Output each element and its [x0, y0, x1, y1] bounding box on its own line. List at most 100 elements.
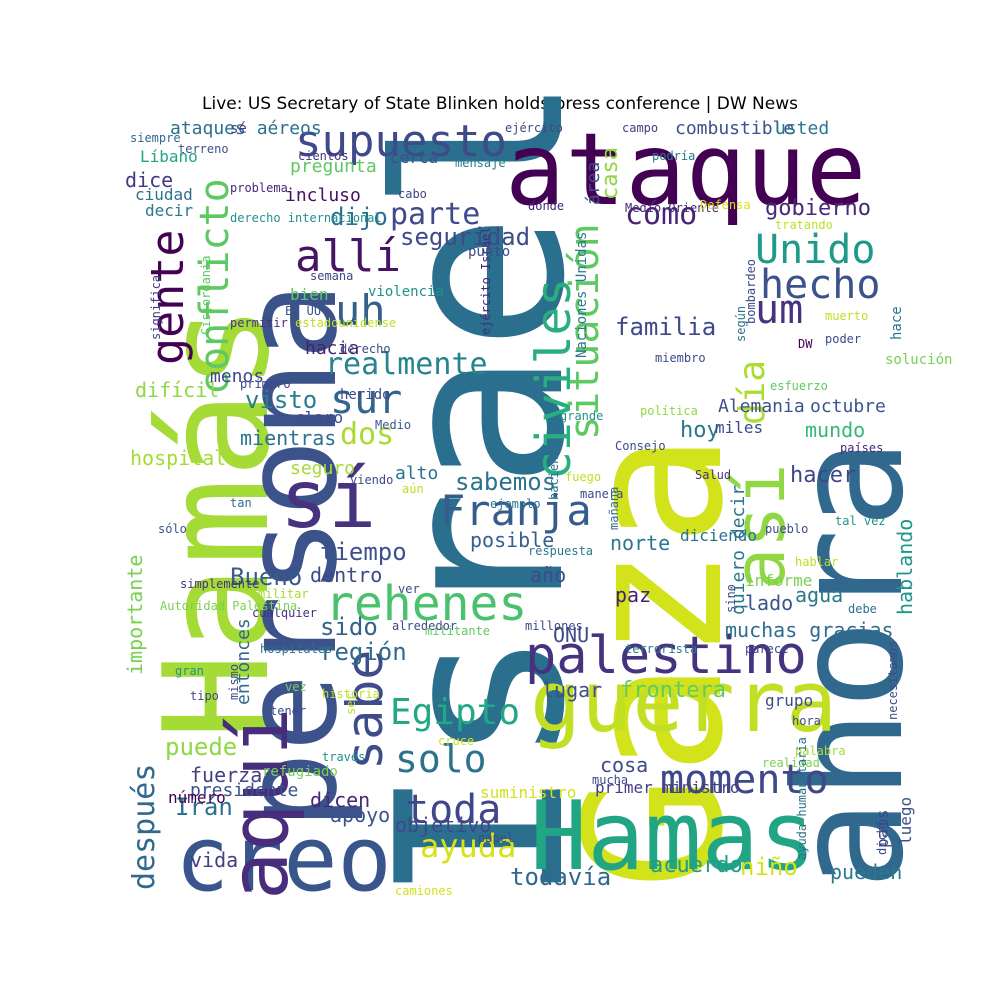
word-pueden: pueden	[830, 860, 903, 884]
word-realmente: realmente	[325, 347, 488, 382]
word-libano: Líbano	[140, 147, 198, 166]
chart-title: Live: US Secretary of State Blinken hold…	[202, 94, 798, 114]
word-ser: ser	[344, 693, 358, 715]
word-medio-oriente: Medio Oriente	[625, 201, 719, 215]
word-sido: sido	[320, 613, 378, 641]
word-aun: aún	[402, 482, 424, 496]
word-papel: papel	[478, 831, 515, 845]
word-dos: dos	[340, 417, 395, 452]
word-tiempo: tiempo	[320, 538, 407, 566]
word-diciendo: diciendo	[680, 526, 758, 545]
word-necesitamos: necesitamos	[886, 640, 900, 720]
word-momento: momento	[660, 757, 829, 803]
word-guerra: guerra	[530, 653, 838, 752]
word-solo: sólo	[158, 522, 187, 536]
word-visto: visto	[245, 386, 318, 414]
word-despues: después	[127, 763, 162, 890]
word-mensaje: mensaje	[455, 156, 506, 170]
word-ejercito: ejército	[505, 121, 563, 135]
word-ejemplo: ejemplo	[490, 497, 541, 511]
word-problema: problema	[230, 181, 288, 195]
word-militante: militante	[425, 624, 491, 638]
word-menos: menos	[210, 366, 265, 387]
word-politica: política	[640, 404, 698, 418]
word-esfuerzo: esfuerzo	[770, 379, 828, 393]
word-dw: DW	[798, 337, 813, 351]
word-pregunta: pregunta	[290, 156, 377, 177]
word-ciudad: ciudad	[135, 185, 193, 204]
word-si: sí	[280, 453, 377, 546]
word-um: um	[755, 287, 804, 333]
word-salud: Salud	[695, 468, 732, 482]
word-dicen: dicen	[310, 788, 371, 812]
word-puede: puede	[165, 733, 238, 761]
word-hoy: hoy	[680, 418, 720, 443]
word-cualquier: cualquier	[252, 606, 318, 620]
word-hecho: hecho	[760, 262, 881, 308]
word-hamas: Hamas	[530, 782, 816, 892]
word-donde: dónde	[528, 199, 565, 213]
word-camiones: camiones	[395, 884, 453, 898]
word-agua: agua	[795, 583, 844, 607]
word-area: área	[583, 161, 604, 205]
word-ataques-aereos: ataques aéreos	[170, 118, 322, 139]
word-cisjordania: Cisjordania	[199, 255, 213, 335]
word-dicho: dicho	[875, 818, 889, 855]
word-significa: significa	[149, 274, 163, 340]
word-franja: Franja	[440, 486, 592, 535]
word-combustible: combustible	[675, 118, 795, 139]
word-mismo: mismo	[227, 663, 241, 700]
word-hace: hace	[889, 306, 905, 340]
word-violencia: violencia	[368, 284, 444, 300]
word-alto: alto	[395, 463, 439, 484]
word-dentro: dentro	[310, 563, 383, 587]
word-poder: poder	[825, 332, 862, 346]
word-miembro: miembro	[655, 351, 706, 365]
word-familia: familia	[615, 313, 717, 341]
word-egipto: Egipto	[390, 692, 521, 733]
word-frontera: frontera	[620, 678, 726, 703]
word-alli: allí	[295, 231, 401, 282]
word-haciendo: haciendo	[547, 442, 561, 500]
word-paz: paz	[615, 583, 652, 607]
word-ayuda-humanitaria: ayuda humanitaria	[795, 737, 809, 860]
word-gobierno: gobierno	[765, 196, 871, 221]
word-supuesto: supuesto	[295, 116, 507, 167]
word-palabra: palabra	[795, 744, 846, 758]
word-claro: claro	[295, 408, 344, 427]
word-paises: países	[840, 441, 884, 455]
word-gran: gran	[175, 664, 204, 678]
word-vida: vida	[190, 848, 239, 872]
word-iran: Irán	[175, 793, 233, 821]
word-tal-vez: tal vez	[835, 514, 886, 528]
word-ver: ver	[398, 582, 420, 596]
word-autoridad-palestina: Autoridad Palestina	[160, 599, 298, 613]
word-dificil: difícil	[135, 378, 220, 402]
word-cruce: cruce	[438, 734, 475, 748]
word-hacia: hacia	[305, 338, 360, 359]
word-semana: semana	[310, 269, 354, 283]
word-primero: primero	[240, 377, 291, 391]
word-consejo: Consejo	[615, 439, 666, 453]
word-se: sé	[230, 121, 247, 137]
word-podria: podría	[652, 149, 696, 163]
word-miles: miles	[715, 418, 764, 437]
word-vez: vez	[285, 680, 307, 694]
word-ee-uu: EE UU	[285, 304, 322, 318]
word-tan: tan	[230, 496, 252, 510]
word-traves: través	[322, 750, 366, 764]
word-mucha: mucha	[592, 773, 629, 787]
word-alemania: Alemania	[718, 396, 805, 417]
word-sabemos: sabemos	[455, 468, 557, 496]
word-hospitales: hospitales	[260, 642, 333, 656]
word-hora: hora	[792, 714, 821, 728]
word-pueblo: pueblo	[765, 522, 809, 536]
word-debe: debe	[848, 602, 877, 616]
word-millones: millones	[525, 619, 583, 633]
word-alrededor: alrededor	[392, 619, 458, 633]
word-fuego: fuego	[565, 470, 602, 484]
word-respuesta: respuesta	[528, 544, 594, 558]
word-hablar: hablar	[795, 555, 839, 569]
word-simplemente: simplemente	[180, 577, 260, 591]
